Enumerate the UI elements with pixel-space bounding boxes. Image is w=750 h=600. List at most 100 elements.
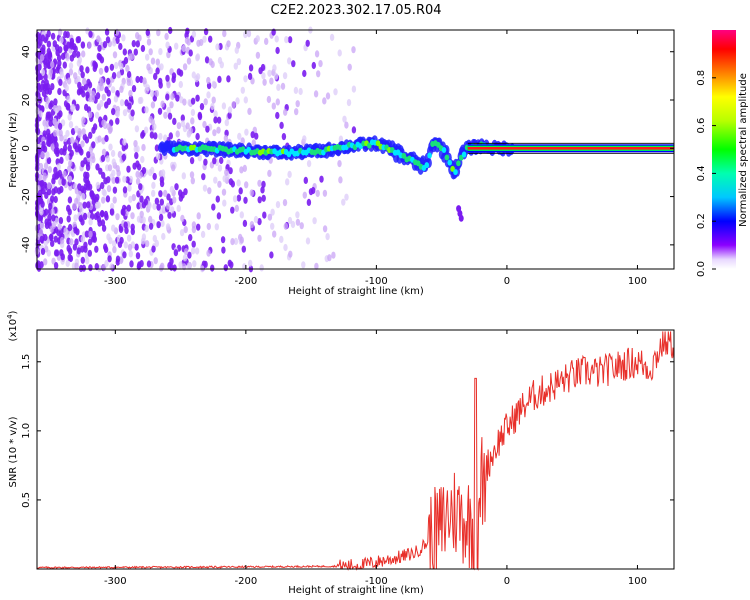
heatmap-noise-cell <box>110 86 116 94</box>
heatmap-noise-cell <box>61 178 66 186</box>
heatmap-noise-cell <box>73 226 78 234</box>
heatmap-noise-cell <box>167 112 173 120</box>
heatmap-noise-cell <box>75 103 80 111</box>
heatmap-noise-cell <box>54 217 59 225</box>
heatmap-noise-cell <box>163 134 168 142</box>
heatmap-noise-cell <box>122 109 128 117</box>
heatmap-noise-cell <box>112 186 118 194</box>
heatmap-noise-cell <box>189 171 195 179</box>
heatmap-noise-cell <box>271 102 276 110</box>
heatmap-noise-cell <box>57 59 62 67</box>
heatmap-noise-cell <box>203 28 209 36</box>
snr-panel: -300 -200 -100 0 100 0.5 1.0 1.5 Height of str… <box>6 310 675 596</box>
heatmap-noise-cell <box>115 213 120 221</box>
heatmap-noise-cell <box>87 81 93 89</box>
heatmap-noise-cell <box>78 215 84 223</box>
heatmap-noise-cell <box>257 196 262 204</box>
heatmap-x-tick-label: 0 <box>504 276 510 287</box>
heatmap-noise-cell <box>56 163 61 171</box>
heatmap-signal-cell <box>401 152 407 159</box>
heatmap-noise-cell <box>69 136 75 144</box>
heatmap-noise-cell <box>111 224 116 232</box>
snr-x-tick-label: -200 <box>235 576 258 587</box>
heatmap-noise-cell <box>67 254 72 262</box>
heatmap-noise-cell <box>97 44 102 52</box>
heatmap-noise-cell <box>267 169 272 177</box>
heatmap-noise-cell <box>156 203 161 211</box>
snr-x-tick-label: -300 <box>104 576 127 587</box>
heatmap-noise-cell <box>266 95 272 104</box>
heatmap-noise-cell <box>166 81 171 89</box>
heatmap-noise-cell <box>82 77 87 85</box>
heatmap-noise-cell <box>154 197 160 205</box>
heatmap-noise-cell <box>136 263 142 271</box>
heatmap-noise-cell <box>179 229 185 237</box>
heatmap-noise-cell <box>202 120 207 129</box>
heatmap-noise-cell <box>135 160 140 168</box>
heatmap-noise-cell <box>257 218 262 226</box>
heatmap-noise-cell <box>56 228 61 237</box>
heatmap-noise-cell <box>222 199 227 207</box>
heatmap-x-tick-label: -200 <box>235 276 258 287</box>
heatmap-noise-cell <box>54 141 59 149</box>
heatmap-noise-cell <box>152 202 157 211</box>
heatmap-noise-cell <box>57 87 62 96</box>
heatmap-noise-cell <box>95 211 101 219</box>
heatmap-noise-cell <box>163 111 168 119</box>
heatmap-noise-cell <box>94 263 100 271</box>
heatmap-noise-cell <box>85 163 91 171</box>
heatmap-noise-cell <box>80 41 86 49</box>
heatmap-noise-cell <box>243 75 248 83</box>
heatmap-noise-cell <box>208 58 213 66</box>
heatmap-noise-cell <box>293 86 299 94</box>
heatmap-noise-cell <box>82 187 87 195</box>
heatmap-noise-cell <box>259 264 264 272</box>
heatmap-noise-cell <box>285 178 290 186</box>
heatmap-noise-cell <box>199 103 205 111</box>
heatmap-noise-cell <box>69 42 75 50</box>
heatmap-noise-cell <box>63 44 69 53</box>
heatmap-y-tick-label: 0 <box>21 145 32 151</box>
heatmap-noise-cell <box>169 101 174 109</box>
heatmap-noise-cell <box>165 41 170 49</box>
heatmap-noise-cell <box>131 194 136 202</box>
heatmap-noise-cell <box>159 180 165 188</box>
heatmap-noise-cell <box>112 196 117 204</box>
heatmap-noise-cell <box>95 92 101 100</box>
heatmap-noise-cell <box>206 222 211 231</box>
heatmap-noise-cell <box>67 175 73 183</box>
heatmap-noise-cell <box>255 35 260 43</box>
heatmap-noise-cell <box>158 132 163 141</box>
heatmap-noise-cell <box>85 91 90 99</box>
heatmap-noise-cell <box>77 190 82 198</box>
heatmap-y-tick-label: -20 <box>21 188 32 204</box>
heatmap-noise-cell <box>171 164 176 172</box>
heatmap-noise-cell <box>153 257 158 265</box>
heatmap-noise-cell <box>65 31 70 39</box>
heatmap-noise-cell <box>50 208 55 216</box>
heatmap-noise-cell <box>104 213 109 221</box>
heatmap-noise-cell <box>221 188 227 196</box>
heatmap-noise-cell <box>54 172 59 180</box>
heatmap-signal <box>158 135 674 180</box>
heatmap-noise-cell <box>109 208 115 216</box>
heatmap-noise-cell <box>105 195 111 203</box>
heatmap-noise-cell <box>128 89 133 98</box>
heatmap-noise-cell <box>319 175 324 183</box>
heatmap-noise-cell <box>85 179 90 187</box>
heatmap-x-tick-label: 100 <box>628 276 647 287</box>
heatmap-noise-cell <box>49 233 54 241</box>
heatmap-noise-cell <box>59 36 64 44</box>
heatmap-noise-cell <box>50 143 55 151</box>
heatmap-noise-cell <box>134 125 140 133</box>
heatmap-noise-cell <box>138 183 143 191</box>
heatmap-noise-cell <box>232 195 238 203</box>
heatmap-noise-cell <box>226 40 231 48</box>
heatmap-noise-cell <box>243 30 248 39</box>
heatmap-noise-cell <box>131 85 137 93</box>
heatmap-noise-cell <box>50 239 55 247</box>
heatmap-noise-cell <box>90 212 95 220</box>
heatmap-noise-cell <box>231 101 236 109</box>
heatmap-noise-cell <box>44 83 49 91</box>
heatmap-noise-cell <box>275 46 280 55</box>
